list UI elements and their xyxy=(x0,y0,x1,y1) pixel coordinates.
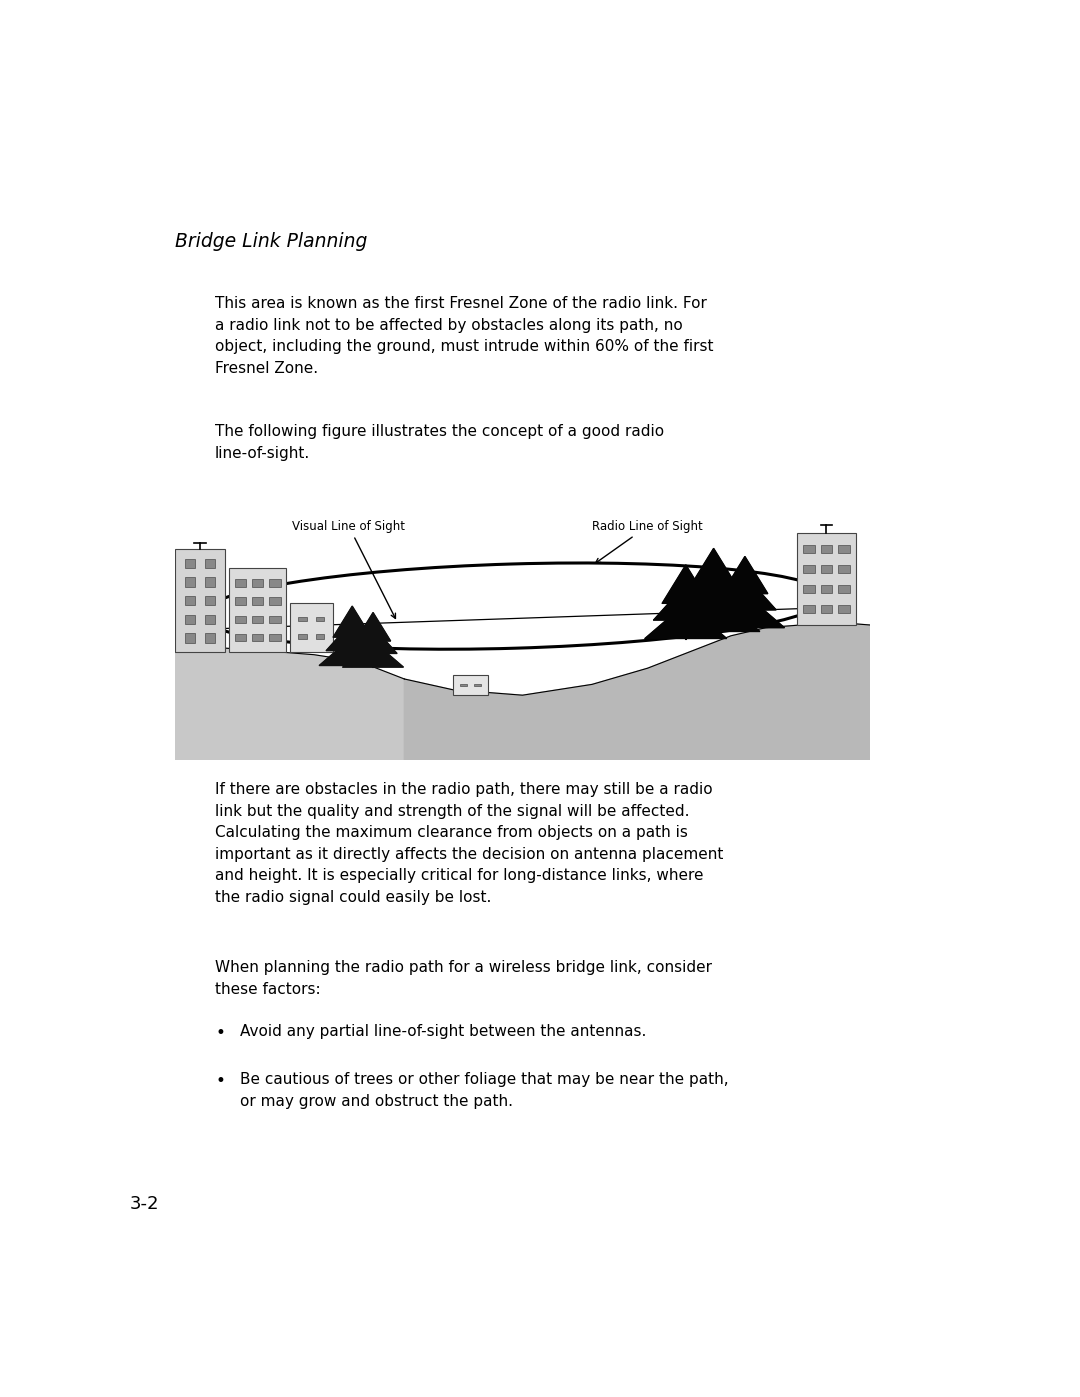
Bar xyxy=(821,545,833,553)
Bar xyxy=(185,597,195,605)
Polygon shape xyxy=(714,576,777,610)
Polygon shape xyxy=(355,612,391,641)
Bar xyxy=(185,559,195,569)
Text: Radio Line of Sight: Radio Line of Sight xyxy=(592,520,703,563)
Bar xyxy=(838,545,850,553)
Polygon shape xyxy=(721,556,768,594)
Bar xyxy=(205,615,215,624)
Bar xyxy=(821,585,833,594)
Polygon shape xyxy=(342,641,404,668)
Polygon shape xyxy=(667,592,760,631)
Bar xyxy=(269,634,281,641)
Bar xyxy=(797,534,856,624)
Bar xyxy=(298,634,307,638)
Bar xyxy=(269,578,281,587)
Polygon shape xyxy=(662,564,710,604)
Bar xyxy=(185,615,195,624)
Bar xyxy=(235,578,246,587)
Bar xyxy=(802,545,814,553)
Polygon shape xyxy=(333,606,372,637)
Bar xyxy=(821,564,833,573)
Text: •: • xyxy=(215,1071,225,1090)
Polygon shape xyxy=(404,622,870,760)
Bar xyxy=(205,597,215,605)
Bar xyxy=(453,675,488,696)
Polygon shape xyxy=(677,570,751,610)
Polygon shape xyxy=(653,584,718,620)
Bar xyxy=(802,585,814,594)
Text: 3-2: 3-2 xyxy=(130,1194,160,1213)
Text: •: • xyxy=(215,1024,225,1042)
Bar xyxy=(185,577,195,587)
Text: Bridge Link Planning: Bridge Link Planning xyxy=(175,232,367,251)
Polygon shape xyxy=(687,548,741,592)
Bar xyxy=(185,633,195,643)
Bar xyxy=(252,578,264,587)
Text: Avoid any partial line-of-sight between the antennas.: Avoid any partial line-of-sight between … xyxy=(240,1024,646,1039)
Bar xyxy=(838,564,850,573)
Bar xyxy=(175,549,225,652)
Bar xyxy=(289,604,333,652)
Bar xyxy=(838,585,850,594)
Polygon shape xyxy=(349,627,397,654)
Polygon shape xyxy=(320,637,386,665)
Bar xyxy=(205,577,215,587)
Bar xyxy=(821,605,833,613)
Text: The following figure illustrates the concept of a good radio
line-of-sight.: The following figure illustrates the con… xyxy=(215,425,664,461)
Ellipse shape xyxy=(200,563,827,650)
Text: Visual Line of Sight: Visual Line of Sight xyxy=(293,520,405,619)
Polygon shape xyxy=(645,604,727,638)
Bar xyxy=(205,559,215,569)
Polygon shape xyxy=(705,594,784,627)
Bar xyxy=(252,634,264,641)
Bar xyxy=(802,605,814,613)
Bar xyxy=(838,605,850,613)
Polygon shape xyxy=(326,622,378,651)
Bar xyxy=(235,598,246,605)
Bar xyxy=(205,633,215,643)
Bar xyxy=(474,685,481,686)
Bar xyxy=(315,634,324,638)
Bar xyxy=(229,569,286,652)
Text: When planning the radio path for a wireless bridge link, consider
these factors:: When planning the radio path for a wirel… xyxy=(215,960,712,996)
Bar xyxy=(269,598,281,605)
Text: Be cautious of trees or other foliage that may be near the path,
or may grow and: Be cautious of trees or other foliage th… xyxy=(240,1071,729,1109)
Bar xyxy=(315,616,324,622)
Bar xyxy=(252,598,264,605)
Text: This area is known as the first Fresnel Zone of the radio link. For
a radio link: This area is known as the first Fresnel … xyxy=(215,296,714,376)
Bar xyxy=(298,616,307,622)
Bar xyxy=(235,616,246,623)
Bar xyxy=(269,616,281,623)
Bar xyxy=(252,616,264,623)
Bar xyxy=(460,685,467,686)
Bar xyxy=(235,634,246,641)
Text: If there are obstacles in the radio path, there may still be a radio
link but th: If there are obstacles in the radio path… xyxy=(215,782,724,905)
Bar xyxy=(802,564,814,573)
Polygon shape xyxy=(175,648,404,760)
